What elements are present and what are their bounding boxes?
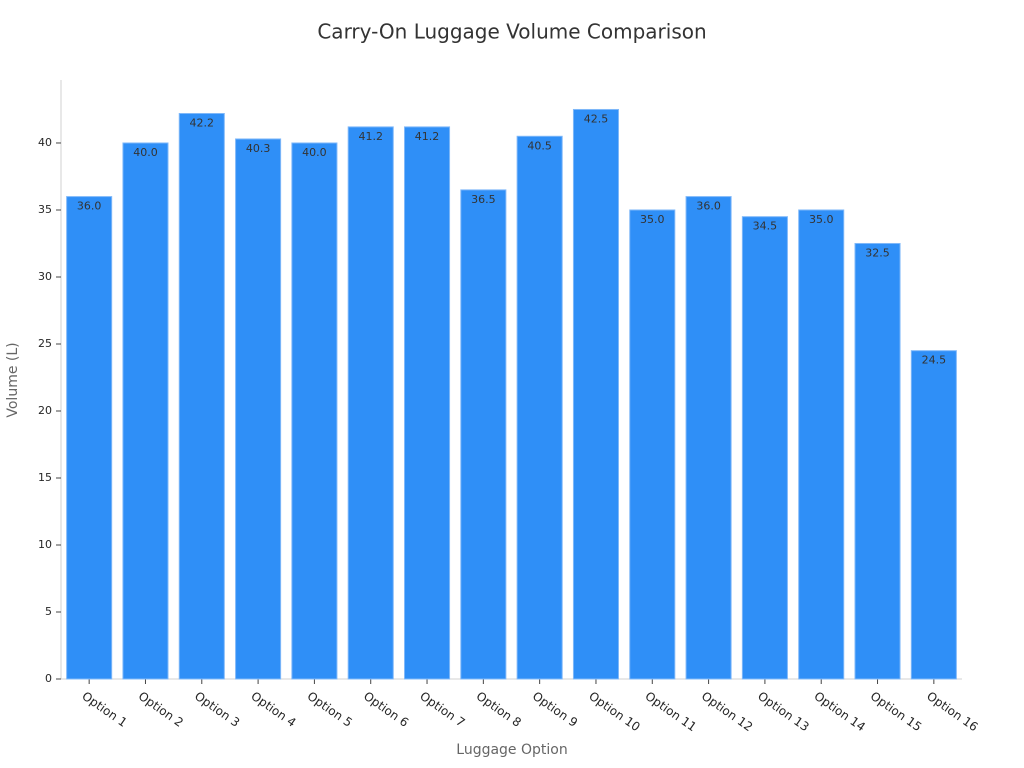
x-axis-label: Luggage Option: [456, 742, 567, 758]
value-label: 42.5: [584, 112, 609, 125]
y-tick-label: 20: [38, 404, 52, 417]
value-label: 35.0: [809, 213, 834, 226]
bar: [854, 242, 901, 680]
bar: [629, 209, 676, 680]
x-tick-label: Option 15: [868, 689, 924, 734]
y-tick-label: 25: [38, 337, 52, 350]
bar: [798, 209, 845, 680]
bar: [66, 196, 113, 680]
y-tick-label: 35: [38, 203, 52, 216]
value-label: 24.5: [922, 354, 947, 367]
x-tick-label: Option 7: [417, 689, 467, 730]
value-label: 41.2: [415, 130, 440, 143]
x-tick-label: Option 13: [755, 689, 811, 734]
value-label: 36.0: [696, 200, 721, 213]
bar: [235, 138, 282, 680]
bar: [516, 135, 563, 680]
x-tick-label: Option 5: [305, 689, 355, 730]
value-label: 40.0: [133, 146, 158, 159]
y-tick-label: 15: [38, 471, 52, 484]
y-tick-label: 30: [38, 270, 52, 283]
y-axis-label: Volume (L): [5, 342, 21, 417]
bar: [347, 126, 394, 680]
value-label: 36.5: [471, 193, 496, 206]
y-tick-label: 5: [45, 605, 52, 618]
bar: [572, 108, 619, 680]
y-tick-label: 40: [38, 136, 52, 149]
y-tick-label: 0: [45, 672, 52, 685]
value-label: 36.0: [77, 200, 102, 213]
value-label: 32.5: [865, 246, 890, 259]
x-tick-label: Option 9: [530, 689, 580, 730]
x-tick-label: Option 4: [248, 689, 298, 730]
x-tick-label: Option 1: [79, 689, 129, 730]
x-tick-label: Option 6: [361, 689, 411, 730]
x-tick-label: Option 14: [811, 689, 867, 734]
value-label: 40.0: [302, 146, 327, 159]
bar: [685, 196, 732, 680]
x-tick-label: Option 12: [699, 689, 755, 734]
value-label: 35.0: [640, 213, 665, 226]
bar: [460, 189, 507, 680]
x-tick-label: Option 11: [643, 689, 699, 734]
bar: [910, 350, 957, 680]
bar: [178, 113, 225, 680]
value-label: 42.2: [190, 117, 215, 130]
bar: [122, 142, 169, 680]
value-label: 41.2: [358, 130, 383, 143]
x-tick-label: Option 3: [192, 689, 242, 730]
value-label: 40.3: [246, 142, 271, 155]
x-tick-label: Option 8: [474, 689, 524, 730]
value-label: 34.5: [753, 220, 778, 233]
x-tick-label: Option 2: [136, 689, 186, 730]
x-tick-label: Option 16: [924, 689, 980, 734]
bar: [404, 126, 451, 680]
bar: [291, 142, 338, 680]
value-label: 40.5: [527, 139, 552, 152]
y-tick-label: 10: [38, 538, 52, 551]
bar: [741, 216, 788, 680]
chart-title: Carry-On Luggage Volume Comparison: [317, 20, 706, 44]
x-tick-label: Option 10: [586, 689, 642, 734]
